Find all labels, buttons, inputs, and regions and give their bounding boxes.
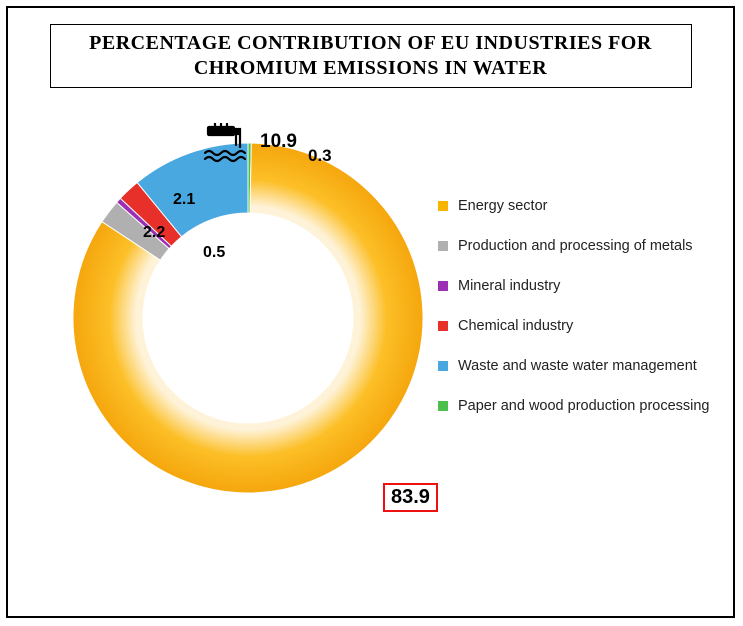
legend: Energy sector Production and processing o…	[438, 198, 728, 438]
legend-swatch-chemical	[438, 321, 448, 331]
legend-label-chemical: Chemical industry	[458, 318, 573, 334]
legend-swatch-mineral	[438, 281, 448, 291]
legend-item-metals: Production and processing of metals	[438, 238, 728, 254]
legend-label-waste: Waste and waste water management	[458, 358, 697, 374]
chart-title-line1: PERCENTAGE CONTRIBUTION OF EU INDUSTRIES…	[61, 31, 681, 56]
value-label-metals: 2.2	[143, 224, 165, 242]
value-label-chemical: 2.1	[173, 191, 195, 209]
donut-chart	[48, 118, 448, 518]
legend-label-mineral: Mineral industry	[458, 278, 560, 294]
legend-label-paper: Paper and wood production processing	[458, 398, 710, 414]
legend-item-chemical: Chemical industry	[438, 318, 728, 334]
chart-frame: PERCENTAGE CONTRIBUTION OF EU INDUSTRIES…	[6, 6, 735, 618]
legend-item-waste: Waste and waste water management	[438, 358, 728, 374]
legend-label-energy: Energy sector	[458, 198, 547, 214]
legend-label-metals: Production and processing of metals	[458, 238, 693, 254]
legend-item-energy: Energy sector	[438, 198, 728, 214]
value-label-waste: 10.9	[260, 131, 297, 153]
value-label-paper: 0.3	[308, 146, 332, 166]
value-label-mineral: 0.5	[203, 244, 225, 262]
legend-item-mineral: Mineral industry	[438, 278, 728, 294]
chart-title-line2: CHROMIUM EMISSIONS IN WATER	[61, 56, 681, 81]
chart-title-box: PERCENTAGE CONTRIBUTION OF EU INDUSTRIES…	[50, 24, 692, 88]
legend-swatch-paper	[438, 401, 448, 411]
legend-swatch-energy	[438, 201, 448, 211]
legend-item-paper: Paper and wood production processing	[438, 398, 728, 414]
legend-swatch-metals	[438, 241, 448, 251]
wastewater-icon	[203, 123, 251, 168]
legend-swatch-waste	[438, 361, 448, 371]
value-label-energy-highlight: 83.9	[383, 483, 438, 512]
